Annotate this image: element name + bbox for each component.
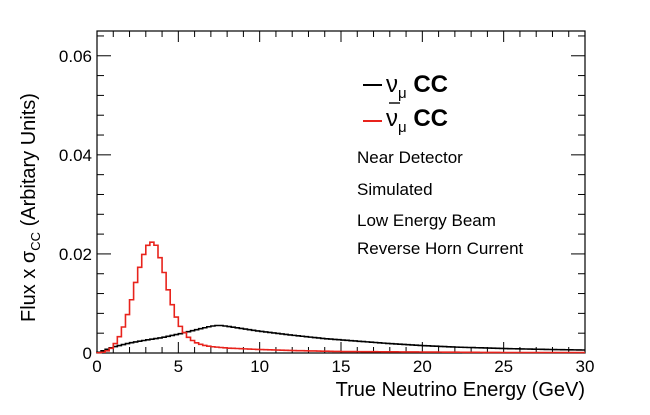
annotation-simulated: Simulated	[357, 180, 433, 199]
annotation-beam: Low Energy Beam	[357, 211, 496, 230]
x-tick-label: 30	[576, 357, 595, 376]
y-axis-label-suffix: (Arbitary Units)	[18, 93, 40, 232]
x-tick-label: 25	[494, 357, 513, 376]
x-tick-label: 10	[250, 357, 269, 376]
y-tick-label: 0.06	[59, 47, 92, 66]
legend-numu-symbol: ν	[386, 71, 398, 98]
legend: νμ CC νμ CC	[363, 71, 448, 136]
y-axis-label-subscript: CC	[28, 232, 43, 251]
legend-numubar-suffix: CC	[407, 105, 448, 132]
legend-numu-suffix: CC	[407, 71, 448, 98]
annotation-near-detector: Near Detector	[357, 148, 463, 167]
legend-entry-numu: νμ CC	[386, 71, 448, 102]
x-axis-label: True Neutrino Energy (GeV)	[336, 379, 585, 401]
series-layer	[96, 241, 585, 354]
y-tick-label: 0	[83, 344, 92, 363]
series-numu-cc	[96, 324, 585, 354]
annotation-horn: Reverse Horn Current	[357, 239, 524, 258]
legend-numubar-subscript: μ	[398, 119, 407, 136]
legend-numu-subscript: μ	[398, 85, 407, 102]
x-tick-label: 15	[332, 357, 351, 376]
x-tick-label: 0	[92, 357, 101, 376]
y-tick-label: 0.04	[59, 146, 92, 165]
y-axis-label-prefix: Flux x σ	[18, 250, 40, 322]
y-tick-label: 0.02	[59, 245, 92, 264]
x-tick-label: 5	[174, 357, 183, 376]
legend-entry-numubar: νμ CC	[386, 105, 448, 136]
axis-ticks	[96, 31, 586, 354]
x-tick-label: 20	[413, 357, 432, 376]
legend-numubar-symbol: ν	[386, 105, 398, 132]
series-numubar-cc	[96, 241, 585, 354]
y-axis-label: Flux x σCC (Arbitary Units)	[18, 93, 43, 322]
axis-tick-labels: 0 5 10 15 20 25 30 0 0.02 0.04 0.06	[59, 47, 595, 376]
